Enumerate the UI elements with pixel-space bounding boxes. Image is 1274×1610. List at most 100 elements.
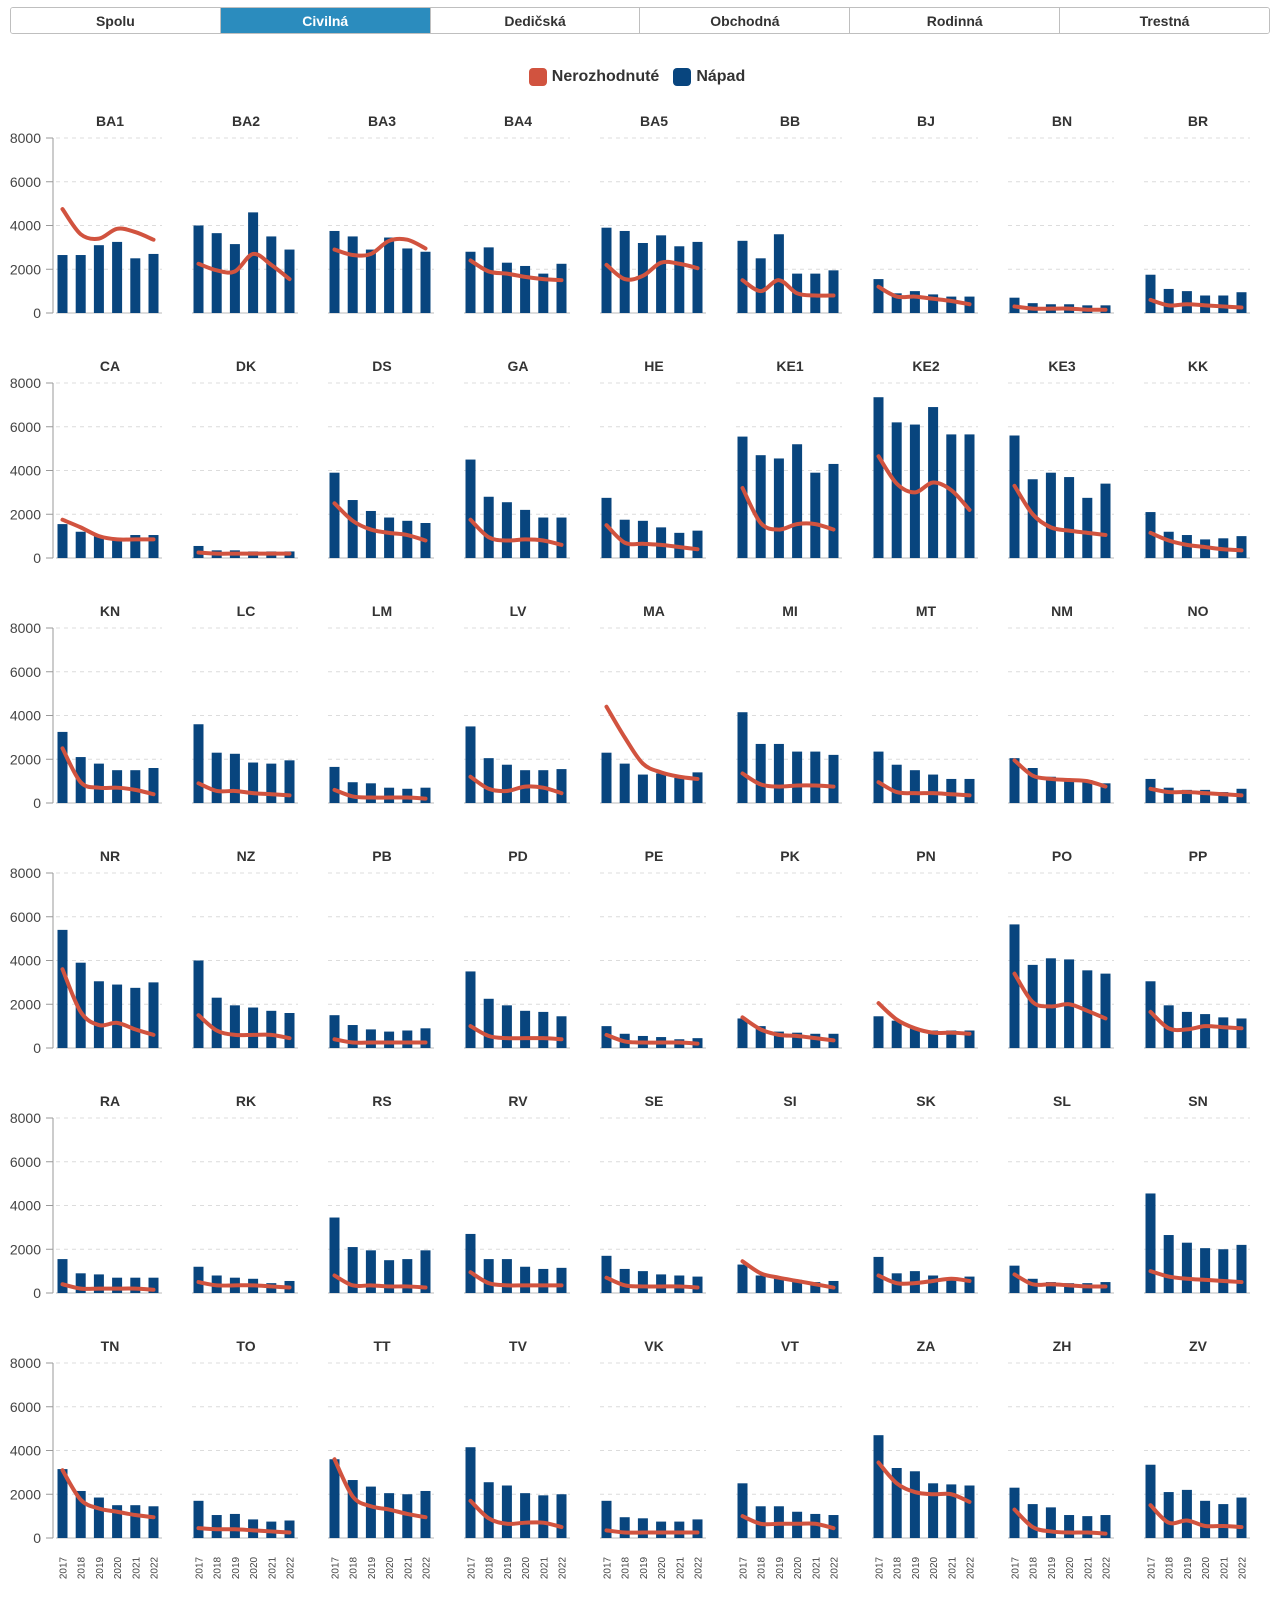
bar-napad (946, 1277, 957, 1293)
x-tick-label: 2019 (367, 1556, 378, 1579)
panel-title: BA2 (232, 113, 260, 129)
panel-pe: PE (600, 848, 706, 1049)
x-tick-label: 2020 (793, 1556, 804, 1579)
bar-napad (692, 772, 703, 803)
bar-napad (755, 258, 766, 313)
panel-title: SI (783, 1093, 796, 1109)
panel-title: BN (1052, 113, 1072, 129)
line-nerozhodnute (740, 771, 836, 789)
bar-napad (1218, 1249, 1229, 1293)
bar-napad (112, 1277, 123, 1293)
panel-ra: 0 2000 4000 6000 8000 RA (10, 1093, 162, 1301)
bar-napad (520, 1010, 531, 1048)
bar-napad (284, 1520, 295, 1538)
line-nerozhodnute (196, 781, 292, 798)
bar-napad (1027, 768, 1038, 803)
line-nerozhodnute (604, 1032, 700, 1046)
panel-pn: PN (872, 848, 978, 1049)
y-tick-label: 6000 (10, 1154, 41, 1170)
bar-napad (737, 712, 748, 803)
line-nerozhodnute (60, 967, 156, 1037)
bar-napad (1100, 1515, 1111, 1538)
panel-title: BJ (917, 113, 935, 129)
bar-napad (1045, 1507, 1056, 1538)
filter-tabs: Spolu Civilná Dedičská Obchodná Rodinná Trest… (10, 7, 1270, 34)
x-tick-label: 2020 (385, 1556, 396, 1579)
line-nerozhodnute (60, 1468, 156, 1520)
bar-napad (483, 247, 494, 313)
bar-napad (329, 230, 340, 313)
x-tick-label: 2021 (539, 1556, 550, 1579)
bar-napad (674, 1521, 685, 1538)
bar-napad (329, 1015, 340, 1048)
bar-napad (57, 1469, 68, 1538)
bar-napad (284, 1013, 295, 1048)
x-tick-label: 2022 (1238, 1556, 1249, 1579)
line-nerozhodnute (1148, 1503, 1244, 1530)
y-tick-label: 4000 (10, 953, 41, 969)
bar-napad (1009, 758, 1020, 803)
tab-2[interactable]: Civilná (220, 8, 431, 33)
y-tick-label: 4000 (10, 1198, 41, 1214)
panel-lv: LV (464, 603, 570, 804)
line-nerozhodnute (60, 1282, 156, 1292)
bar-napad (656, 235, 667, 313)
bar-napad (773, 743, 784, 803)
panel-pk: PK (736, 848, 842, 1049)
line-nerozhodnute (1148, 1269, 1244, 1285)
panel-mi: MI (736, 603, 842, 804)
bar-napad (928, 294, 939, 313)
line-nerozhodnute (740, 486, 836, 532)
panel-sl: SL (1008, 1093, 1114, 1294)
y-tick-label: 4000 (10, 708, 41, 724)
panel-bn: BN (1008, 113, 1114, 314)
tab-6[interactable]: Trestná (1060, 8, 1269, 33)
bar-napad (284, 249, 295, 313)
tab-3[interactable]: Dedičská (430, 8, 641, 33)
bar-napad (130, 770, 141, 803)
bar-napad (1027, 479, 1038, 558)
x-tick-label: 2017 (467, 1556, 478, 1579)
line-nerozhodnute (1012, 304, 1108, 312)
panel-title: GA (508, 358, 529, 374)
bar-napad (112, 538, 123, 558)
line-nerozhodnute (60, 207, 156, 242)
panel-ba2: BA2 (192, 113, 298, 314)
line-nerozhodnute (1012, 1507, 1108, 1536)
panel-bb: BB (736, 113, 842, 314)
bar-napad (93, 1274, 104, 1293)
bar-napad (329, 1459, 340, 1538)
y-tick-label: 8000 (10, 865, 41, 881)
bar-napad (692, 530, 703, 558)
bar-napad (420, 1028, 431, 1048)
x-tick-label: 2019 (911, 1556, 922, 1579)
bar-napad (248, 212, 259, 313)
bar-napad (891, 422, 902, 558)
bar-napad (1145, 274, 1156, 313)
bar-napad (501, 1005, 512, 1048)
x-tick-label: 2017 (331, 1556, 342, 1579)
line-nerozhodnute (604, 259, 700, 282)
panel-title: PO (1052, 848, 1072, 864)
legend-item-nerozhodnute[interactable]: Nerozhodnuté (528, 68, 659, 86)
x-tick-label: 2021 (947, 1556, 958, 1579)
bar-napad (57, 255, 68, 313)
tab-1[interactable]: Spolu (11, 8, 221, 33)
panel-tn: 0 2000 4000 6000 8000 TN 2017 2018 2019 2020 2021 2… (10, 1338, 162, 1579)
x-tick-label: 2017 (875, 1556, 886, 1579)
line-nerozhodnute (876, 284, 972, 307)
legend-item-napad[interactable]: Nápad (673, 68, 745, 86)
tab-4[interactable]: Obchodná (640, 8, 851, 33)
bar-napad (57, 929, 68, 1048)
bar-napad (93, 245, 104, 313)
panel-title: LV (510, 603, 528, 619)
line-nerozhodnute (468, 1024, 564, 1042)
bar-napad (656, 1274, 667, 1293)
x-tick-label: 2017 (739, 1556, 750, 1579)
y-tick-label: 0 (33, 795, 41, 811)
bar-napad (148, 768, 159, 803)
panel-title: KE1 (776, 358, 803, 374)
bar-napad (1009, 1487, 1020, 1538)
tab-5[interactable]: Rodinná (850, 8, 1061, 33)
panel-mt: MT (872, 603, 978, 804)
